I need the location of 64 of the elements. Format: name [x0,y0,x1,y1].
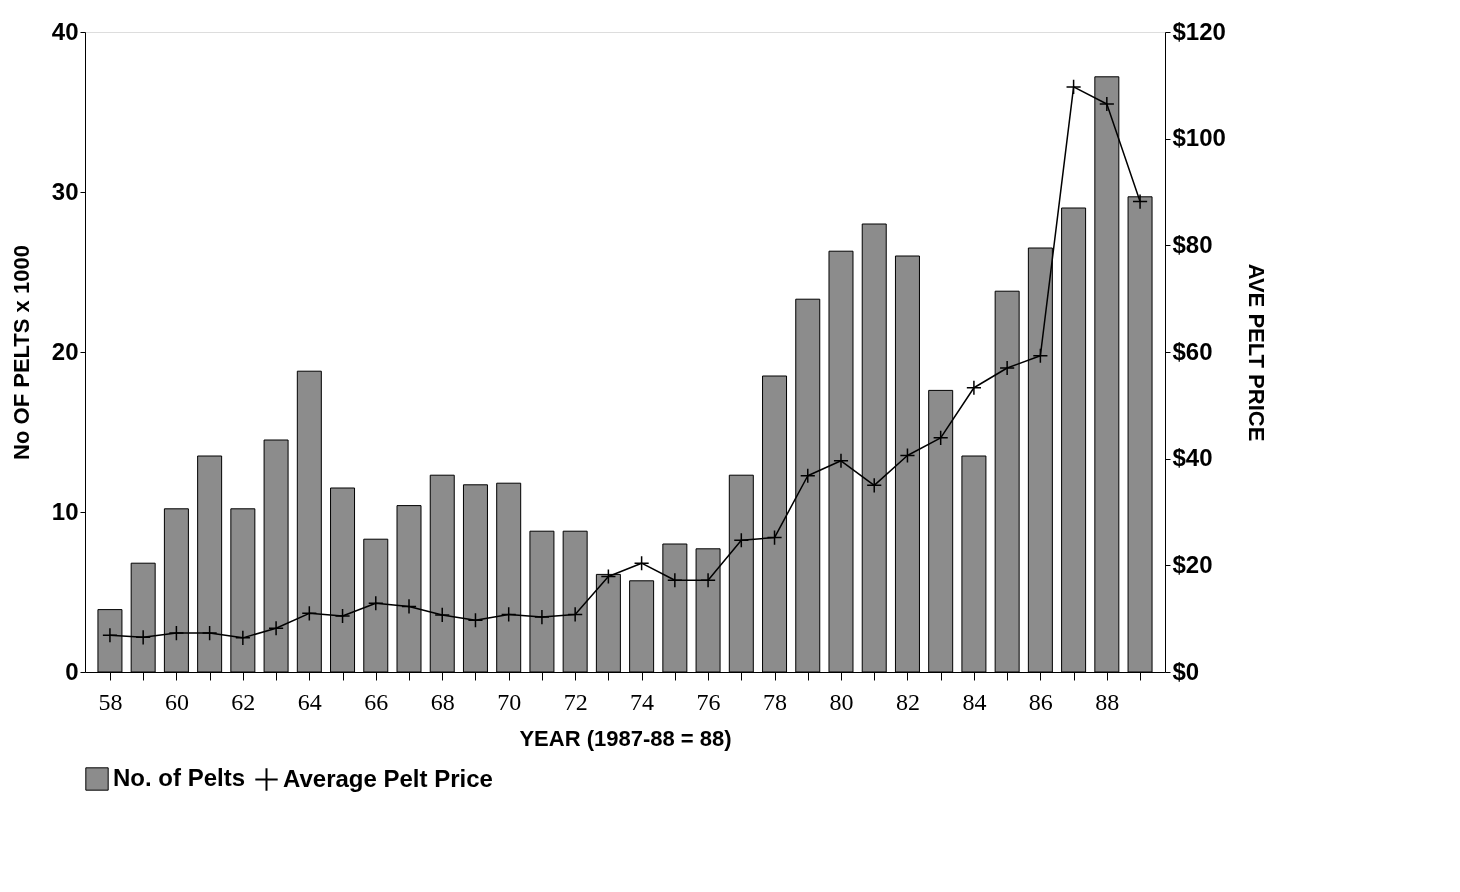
x-tick-label: 82 [895,688,920,715]
point [534,609,550,625]
y-tick-label: 40 [51,17,79,45]
point [866,477,883,494]
x-tick-label: 86 [1028,688,1053,715]
x-tick-label: 78 [763,688,788,715]
point [567,606,583,623]
point [833,452,849,469]
y2-tick-label: $80 [1172,230,1213,258]
point [999,360,1015,376]
y2-tick-label: $60 [1172,337,1213,365]
y-tick-label: 30 [51,177,79,205]
y2-axis-title: AVE PELT PRICE [1243,263,1269,442]
point [201,625,218,641]
y-tick-label: 10 [51,497,79,525]
point [667,572,683,589]
point [899,447,916,464]
x-tick-label: 60 [164,688,189,715]
x-tick-label: 76 [696,688,721,715]
y-tick-label: 0 [65,657,79,685]
x-tick-label: 88 [1095,688,1120,715]
x-tick-label: 74 [630,688,655,715]
y2-tick-label: $40 [1172,444,1213,472]
y2-tick-label: $120 [1172,17,1226,45]
point [633,555,650,572]
x-axis-title: YEAR (1987-88 = 88) [519,725,732,751]
x-tick-label: 84 [962,688,987,715]
point [966,379,982,396]
point [135,629,151,646]
x-tick-label: 68 [430,688,455,715]
point [1099,96,1115,112]
x-tick-label: 80 [829,688,854,715]
point [1132,193,1148,210]
point [766,529,783,546]
point [367,595,384,612]
point [401,598,417,615]
point [467,612,484,629]
legend-label: No. of Pelts [113,764,246,791]
x-tick-label: 66 [364,688,389,715]
point [1032,347,1049,364]
point [700,572,716,589]
x-tick-label: 72 [563,688,588,715]
point [799,467,816,484]
y2-tick-label: $100 [1172,124,1226,152]
y-axis-title: No OF PELTS x 1000 [8,245,34,460]
y2-tick-label: $20 [1172,550,1213,578]
x-tick-label: 62 [231,688,256,715]
legend-label: Average Pelt Price [283,764,493,792]
point [434,607,451,623]
point [235,630,251,646]
y-tick-label: 20 [51,337,79,365]
x-tick-label: 64 [297,688,322,715]
point [500,606,517,623]
point [334,608,351,624]
point [301,605,318,622]
point [168,625,185,641]
point [932,430,949,446]
y2-tick-label: $0 [1172,657,1200,685]
point [1065,79,1082,95]
x-tick-label: 58 [98,688,123,715]
point [268,620,284,637]
x-tick-label: 70 [497,688,522,715]
point [733,532,750,549]
point [600,568,617,585]
